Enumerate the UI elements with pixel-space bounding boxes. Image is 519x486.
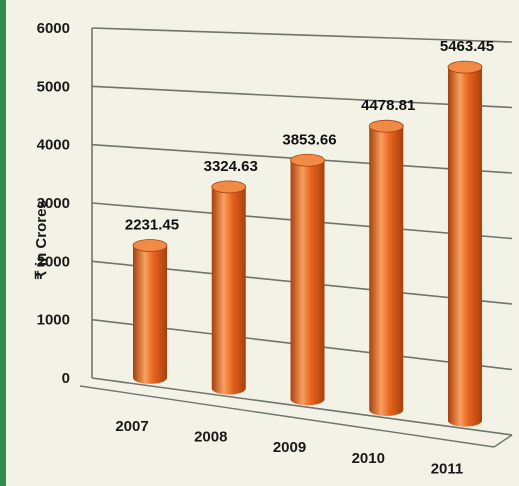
y-tick-label: 1000 (37, 312, 70, 329)
accent-strip (0, 0, 6, 486)
gridline (91, 85, 513, 109)
x-axis-ticks: 2007 2008 2009 2010 2011 (115, 418, 463, 478)
y-tick-label: 5000 (37, 78, 70, 95)
bar-2009 (290, 160, 325, 406)
x-tick-label: 2009 (273, 439, 306, 456)
data-label: 2231.45 (125, 216, 179, 233)
x-tick-label: 2010 (352, 450, 385, 467)
bars (132, 60, 483, 427)
x-tick-label: 2008 (194, 429, 227, 446)
x-tick-label: 2007 (115, 418, 148, 435)
y-axis-ticks: 0 1000 2000 3000 4000 5000 6000 (37, 20, 70, 387)
y-tick-label: 0 (62, 370, 70, 387)
y-tick-label: 3000 (37, 195, 70, 212)
bar-2011 (448, 67, 482, 427)
floor-edge (79, 385, 495, 448)
data-label: 5463.45 (440, 38, 494, 55)
bar-top-2009 (290, 153, 325, 167)
data-labels: 2231.45 3324.63 3853.66 4478.81 5463.45 (125, 38, 494, 233)
floor-edge-right (493, 434, 513, 448)
bar-top-2008 (211, 180, 247, 194)
bar-2007 (133, 245, 167, 384)
bar-top-2011 (447, 60, 483, 74)
y-tick-label: 2000 (37, 253, 70, 270)
bar-2010 (369, 126, 404, 416)
x-tick-label: 2011 (431, 461, 464, 478)
bar-top-2010 (368, 119, 404, 133)
y-axis-label: ₹ in Crores (33, 200, 50, 280)
y-tick-label: 4000 (37, 137, 70, 154)
bar-top-2007 (132, 239, 168, 252)
data-label: 4478.81 (361, 97, 415, 114)
data-label: 3324.63 (204, 158, 258, 175)
gridline (91, 377, 513, 436)
y-tick-label: 6000 (37, 20, 70, 37)
data-label: 3853.66 (282, 131, 336, 148)
gridline (91, 27, 513, 43)
bar-2008 (211, 186, 246, 395)
